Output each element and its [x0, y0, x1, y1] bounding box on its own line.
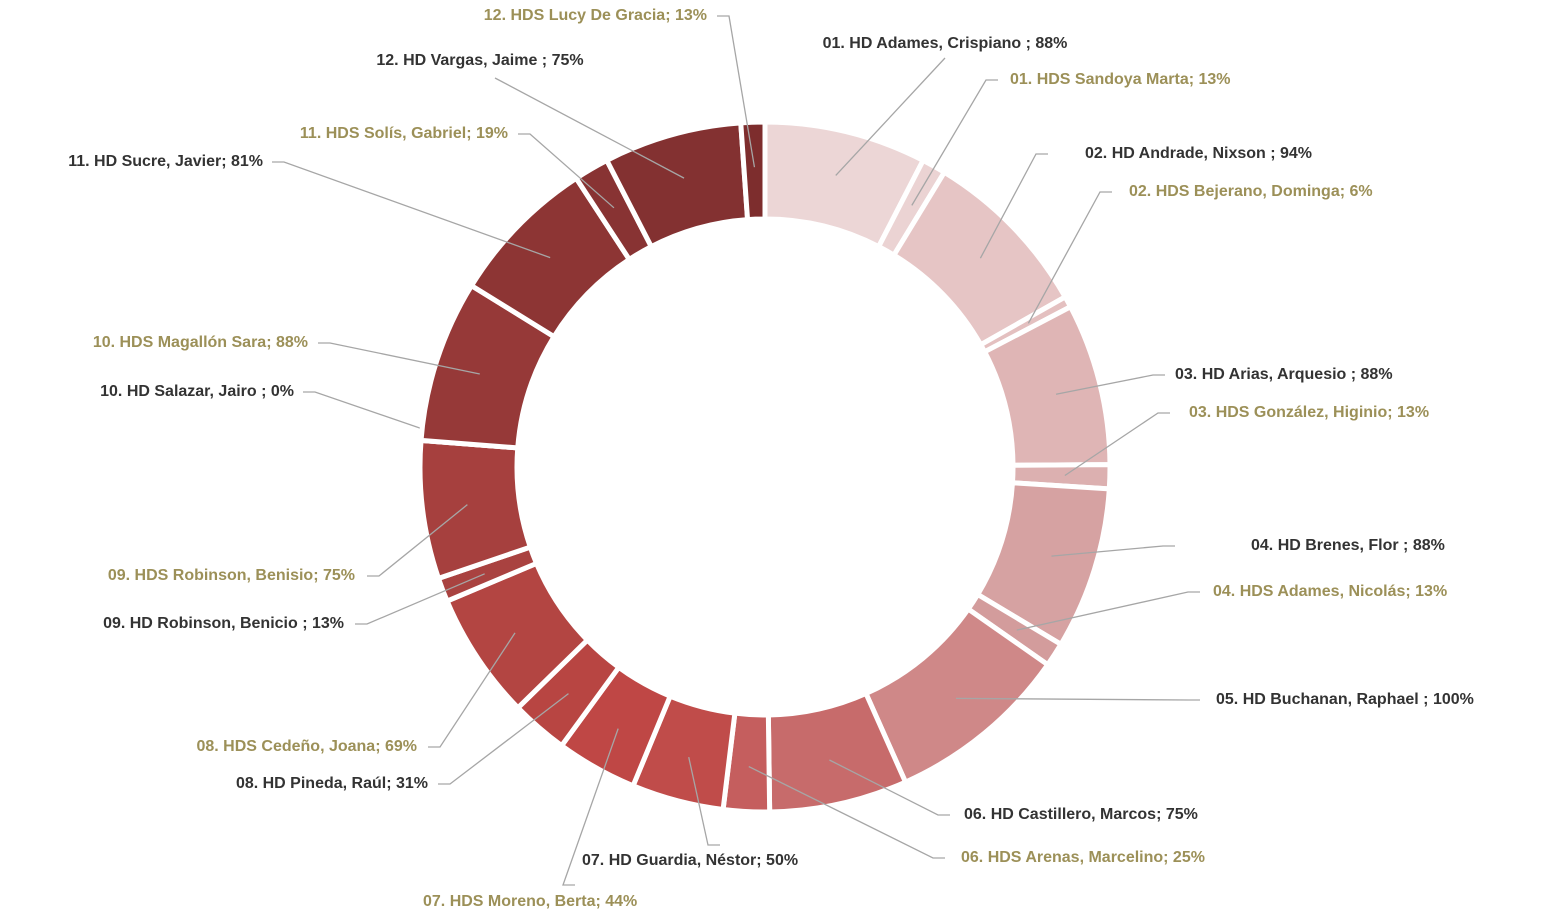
- leader-line: [1027, 191, 1112, 324]
- leader-line: [835, 57, 946, 176]
- leader-line: [272, 161, 551, 259]
- slice-label: 04. HD Brenes, Flor ; 88%: [1251, 537, 1445, 554]
- leader-line: [955, 697, 1200, 701]
- slice-label: 04. HDS Adames, Nicolás; 13%: [1213, 583, 1447, 600]
- slice-label: 11. HDS Solís, Gabriel; 19%: [300, 125, 508, 142]
- slice-label: 01. HD Adames, Crispiano ; 88%: [823, 35, 1068, 52]
- leader-line: [355, 573, 485, 625]
- slice-label: 07. HD Guardia, Néstor; 50%: [582, 852, 798, 869]
- leader-line: [428, 632, 516, 748]
- slice-label: 02. HDS Bejerano, Dominga; 6%: [1129, 183, 1373, 200]
- leader-line: [303, 391, 467, 445]
- slice-label: 12. HD Vargas, Jaime ; 75%: [376, 52, 583, 69]
- slice-label: 05. HD Buchanan, Raphael ; 100%: [1216, 691, 1474, 708]
- slice-label: 07. HDS Moreno, Berta; 44%: [423, 893, 637, 910]
- slice-label: 03. HDS González, Higinio; 13%: [1189, 404, 1429, 421]
- slice-label: 02. HD Andrade, Nixson ; 94%: [1085, 145, 1312, 162]
- leader-line: [688, 757, 720, 846]
- leader-line: [318, 342, 480, 375]
- leader-line: [562, 728, 619, 886]
- slice-label: 06. HD Castillero, Marcos; 75%: [964, 806, 1198, 823]
- slice-label: 10. HDS Magallón Sara; 88%: [93, 334, 308, 351]
- leader-line: [829, 759, 950, 816]
- leader-line: [438, 693, 569, 785]
- slice-label: 08. HDS Cedeño, Joana; 69%: [196, 738, 417, 755]
- slice-label: 12. HDS Lucy De Gracia; 13%: [484, 7, 707, 24]
- leader-line: [717, 15, 756, 168]
- donut-slice: [738, 119, 768, 223]
- slice-label: 06. HDS Arenas, Marcelino; 25%: [961, 849, 1205, 866]
- slice-label: 10. HD Salazar, Jairo ; 0%: [100, 383, 294, 400]
- slice-label: 09. HD Robinson, Benicio ; 13%: [103, 615, 344, 632]
- leader-line: [1064, 412, 1170, 477]
- leader-line: [1055, 374, 1165, 395]
- slice-label: 11. HD Sucre, Javier; 81%: [68, 153, 263, 170]
- slice-label: 08. HD Pineda, Raúl; 31%: [236, 775, 428, 792]
- slice-label: 01. HDS Sandoya Marta; 13%: [1010, 71, 1231, 88]
- leader-line: [1051, 545, 1175, 557]
- leader-line: [979, 153, 1048, 259]
- slice-label: 03. HD Arias, Arquesio ; 88%: [1175, 366, 1393, 383]
- leader-line: [367, 504, 468, 577]
- leader-line: [1016, 591, 1200, 631]
- leader-line: [494, 77, 685, 179]
- leader-line: [748, 765, 945, 859]
- slice-label: 09. HDS Robinson, Benisio; 75%: [108, 567, 355, 584]
- leader-line: [518, 133, 615, 209]
- leader-line: [911, 79, 998, 206]
